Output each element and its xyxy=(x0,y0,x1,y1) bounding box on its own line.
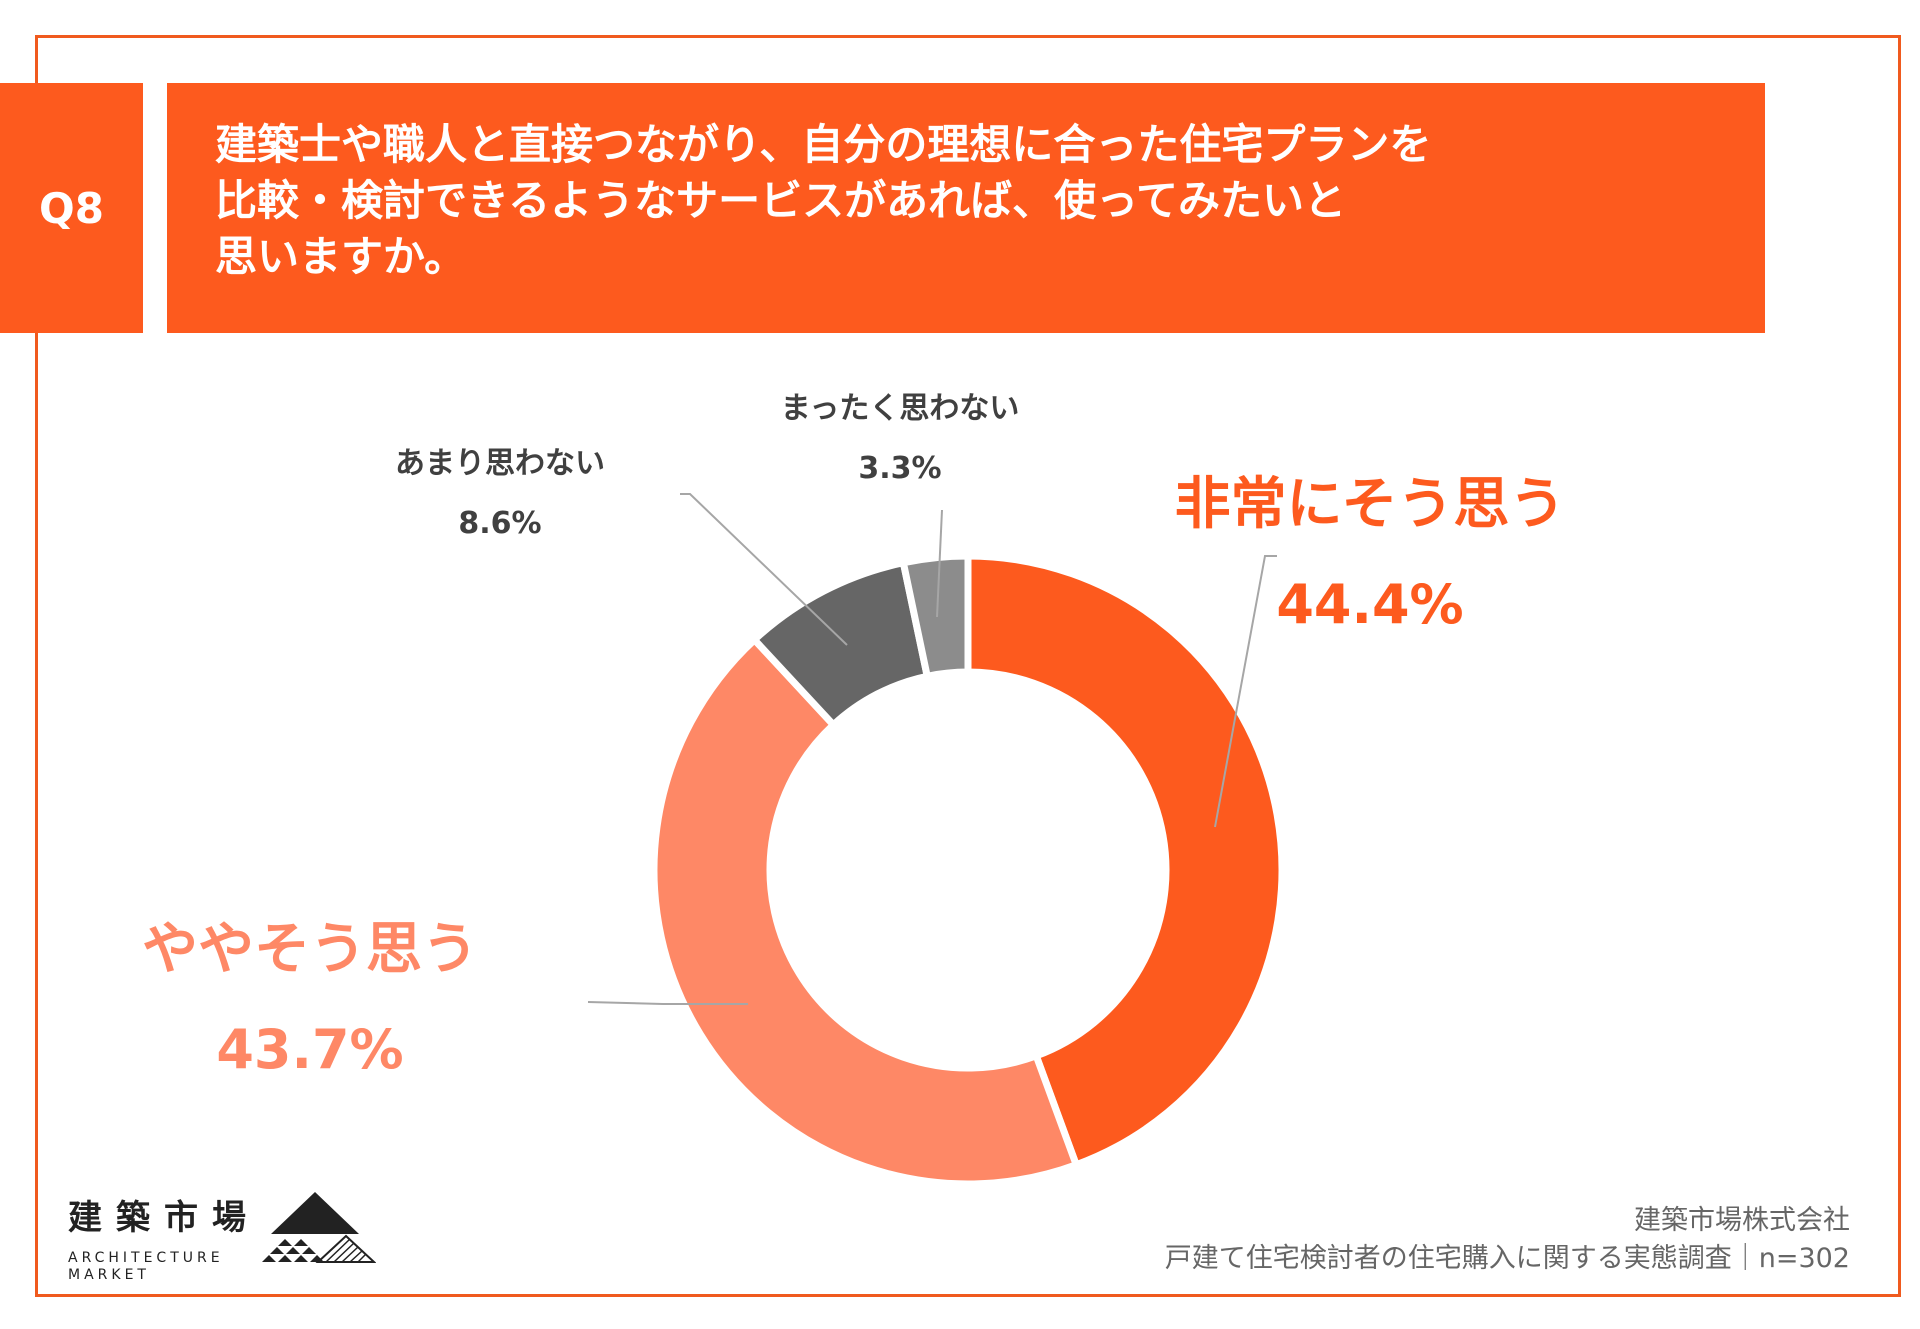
slice-somewhat-agree xyxy=(650,634,1081,1188)
slice-value: 43.7% xyxy=(216,1018,404,1081)
company-logo: 建築市場 ARCHITECTURE MARKET xyxy=(68,1192,376,1284)
question-line-1: 建築士や職人と直接つながり、自分の理想に合った住宅プランを xyxy=(215,120,1432,169)
logo-kanji: 建築市場 xyxy=(68,1198,260,1238)
donut-slices xyxy=(650,552,1286,1188)
question-line-2: 比較・検討できるようなサービスがあれば、使ってみたいと xyxy=(215,176,1347,225)
question-number-badge: Q8 xyxy=(0,83,143,333)
leader-lines xyxy=(587,493,1277,1005)
slice-name: 非常にそう思う xyxy=(1174,472,1566,537)
logo-triangle-icon xyxy=(262,1192,376,1263)
slice-name: まったく思わない xyxy=(780,391,1020,426)
leader-line-not-at-all xyxy=(936,509,943,618)
question-line-3: 思いますか。 xyxy=(215,232,467,281)
slice-label-somewhat-agree: ややそう思う 43.7% xyxy=(90,915,530,1085)
question-number: Q8 xyxy=(39,183,104,233)
leader-line-rarely-think xyxy=(680,493,848,646)
slice-value: 8.6% xyxy=(458,506,542,541)
logo-english-line-2: MARKET xyxy=(68,1267,150,1283)
slice-value: 3.3% xyxy=(858,451,942,486)
slice-name: ややそう思う xyxy=(142,917,478,982)
slice-label-rarely-think: あまり思わない 8.6% xyxy=(340,446,660,542)
slice-strongly-agree xyxy=(964,552,1286,1170)
slice-not-at-all xyxy=(899,552,972,681)
slice-value: 44.4% xyxy=(1276,573,1464,636)
card-frame xyxy=(35,35,1901,1297)
question-title-box: 建築士や職人と直接つながり、自分の理想に合った住宅プランを 比較・検討できるよう… xyxy=(167,83,1765,333)
slice-label-strongly-agree: 非常にそう思う 44.4% xyxy=(1150,470,1590,640)
logo-english-line-1: ARCHITECTURE xyxy=(68,1250,224,1266)
footer-survey: 戸建て住宅検討者の住宅購入に関する実態調査｜n=302 xyxy=(1164,1243,1850,1274)
footer-company: 建築市場株式会社 xyxy=(1634,1205,1850,1236)
leader-line-somewhat-agree xyxy=(587,1001,748,1005)
slice-label-not-at-all: まったく思わない 3.3% xyxy=(740,391,1060,487)
slice-name: あまり思わない xyxy=(395,446,605,481)
leader-line-strongly-agree xyxy=(1214,555,1277,828)
